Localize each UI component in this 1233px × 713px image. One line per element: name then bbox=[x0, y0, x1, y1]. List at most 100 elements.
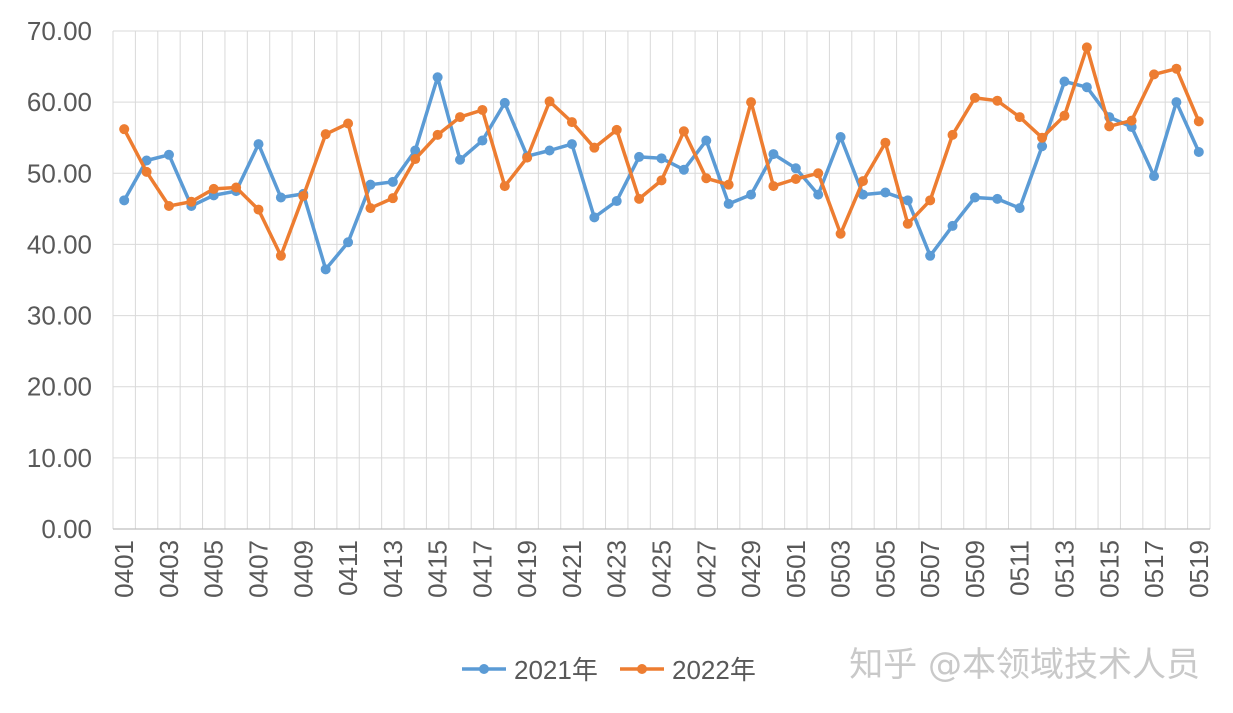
data-point bbox=[455, 154, 466, 165]
data-point bbox=[275, 192, 286, 203]
data-point bbox=[455, 112, 466, 123]
data-point bbox=[410, 154, 421, 165]
data-point bbox=[163, 149, 174, 160]
data-point bbox=[1059, 110, 1070, 121]
data-point bbox=[298, 191, 309, 202]
data-point bbox=[432, 129, 443, 140]
data-point bbox=[343, 118, 354, 129]
x-tick-label: 0511 bbox=[1005, 540, 1035, 596]
data-point bbox=[1037, 132, 1048, 143]
x-tick-label: 0501 bbox=[781, 540, 811, 598]
data-point bbox=[589, 212, 600, 223]
legend-label: 2021年 bbox=[514, 655, 598, 685]
data-point bbox=[477, 135, 488, 146]
x-tick-label: 0509 bbox=[960, 540, 990, 598]
data-point bbox=[1037, 141, 1048, 152]
data-point bbox=[835, 228, 846, 239]
data-point bbox=[275, 250, 286, 261]
data-point bbox=[1171, 97, 1182, 108]
legend-marker bbox=[637, 664, 647, 674]
data-point bbox=[253, 204, 264, 215]
data-point bbox=[992, 193, 1003, 204]
x-tick-label: 0423 bbox=[602, 540, 632, 598]
y-tick-label: 20.00 bbox=[27, 372, 92, 402]
data-point bbox=[656, 175, 667, 186]
data-point bbox=[589, 142, 600, 153]
data-point bbox=[813, 189, 824, 200]
data-point bbox=[723, 179, 734, 190]
data-point bbox=[141, 166, 152, 177]
data-point bbox=[432, 72, 443, 83]
data-point bbox=[701, 135, 712, 146]
data-point bbox=[544, 145, 555, 156]
x-tick-label: 0515 bbox=[1094, 540, 1124, 598]
x-tick-label: 0413 bbox=[378, 540, 408, 598]
data-point bbox=[1104, 121, 1115, 132]
data-point bbox=[387, 193, 398, 204]
data-point bbox=[1193, 146, 1204, 157]
data-point bbox=[365, 203, 376, 214]
x-tick-label: 0421 bbox=[557, 540, 587, 598]
data-point bbox=[1126, 115, 1137, 126]
x-tick-label: 0415 bbox=[423, 540, 453, 598]
data-point bbox=[656, 153, 667, 164]
data-point bbox=[746, 97, 757, 108]
data-point bbox=[678, 164, 689, 175]
data-point bbox=[813, 168, 824, 179]
x-tick-label: 0519 bbox=[1184, 540, 1214, 598]
x-tick-label: 0427 bbox=[691, 540, 721, 598]
data-point bbox=[141, 155, 152, 166]
series-lines bbox=[119, 42, 1204, 275]
data-point bbox=[320, 129, 331, 140]
data-point bbox=[343, 237, 354, 248]
data-point bbox=[119, 124, 130, 135]
x-tick-label: 0417 bbox=[467, 540, 497, 598]
data-point bbox=[410, 145, 421, 156]
y-tick-label: 50.00 bbox=[27, 158, 92, 188]
x-tick-label: 0419 bbox=[512, 540, 542, 598]
data-point bbox=[253, 139, 264, 150]
data-point bbox=[1149, 171, 1160, 182]
data-point bbox=[723, 198, 734, 209]
legend: 2021年 2022年 bbox=[462, 655, 756, 685]
data-point bbox=[611, 196, 622, 207]
data-point bbox=[902, 195, 913, 206]
data-point bbox=[477, 104, 488, 115]
data-point bbox=[768, 149, 779, 160]
x-tick-label: 0517 bbox=[1139, 540, 1169, 598]
data-point bbox=[790, 173, 801, 184]
data-point bbox=[522, 152, 533, 163]
x-tick-label: 0513 bbox=[1049, 540, 1079, 598]
data-point bbox=[925, 195, 936, 206]
x-tick-label: 0407 bbox=[244, 540, 274, 598]
data-point bbox=[1059, 76, 1070, 87]
data-point bbox=[678, 126, 689, 137]
data-point bbox=[746, 189, 757, 200]
data-point bbox=[880, 137, 891, 148]
data-point bbox=[186, 196, 197, 207]
data-point bbox=[611, 124, 622, 135]
data-point bbox=[320, 264, 331, 275]
data-point bbox=[1171, 63, 1182, 74]
data-point bbox=[1014, 203, 1025, 214]
data-point bbox=[1193, 116, 1204, 127]
y-tick-label: 70.00 bbox=[27, 16, 92, 46]
data-point bbox=[566, 117, 577, 128]
x-tick-label: 0507 bbox=[915, 540, 945, 598]
x-tick-label: 0429 bbox=[736, 540, 766, 598]
data-point bbox=[857, 176, 868, 187]
y-tick-label: 30.00 bbox=[27, 301, 92, 331]
data-point bbox=[1081, 42, 1092, 53]
data-point bbox=[925, 250, 936, 261]
data-point bbox=[634, 193, 645, 204]
data-point bbox=[387, 176, 398, 187]
x-tick-label: 0401 bbox=[109, 540, 139, 598]
data-point bbox=[499, 97, 510, 108]
data-point bbox=[969, 92, 980, 103]
gridlines bbox=[112, 30, 1211, 530]
data-point bbox=[857, 189, 868, 200]
y-axis: 0.00 10.00 20.00 30.00 40.00 50.00 60.00 70.00 bbox=[27, 16, 92, 544]
data-point bbox=[231, 182, 242, 193]
data-point bbox=[119, 195, 130, 206]
